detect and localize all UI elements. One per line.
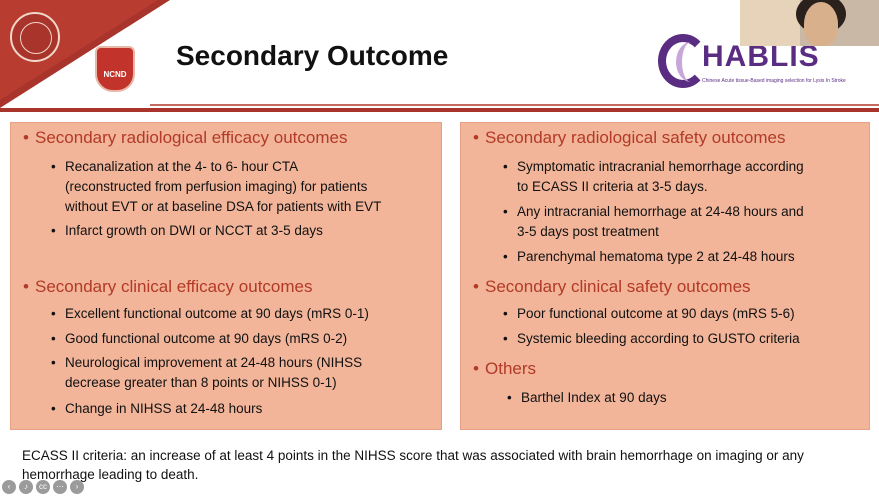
outcome-item-line: Infarct growth on DWI or NCCT at 3-5 day… xyxy=(65,223,323,238)
outcome-item: • Change in NIHSS at 24-48 hours xyxy=(51,399,263,419)
outcome-item-line: Systemic bleeding according to GUSTO cri… xyxy=(517,331,800,346)
logo-tagline: Chinese Acute tissue-Based imaging selec… xyxy=(702,78,846,84)
section-heading-text: Secondary clinical safety outcomes xyxy=(485,277,751,296)
outcome-item-line: Excellent functional outcome at 90 days … xyxy=(65,306,369,321)
item-bullet-icon: • xyxy=(503,159,508,174)
player-controls: ‹ ♪ cc ⋯ › xyxy=(2,478,87,494)
outcome-item-line: 3-5 days post treatment xyxy=(517,224,659,239)
item-bullet-icon: • xyxy=(503,306,508,321)
left-outcomes-panel: • Secondary radiological efficacy outcome… xyxy=(10,122,442,430)
outcome-item-line: Any intracranial hemorrhage at 24-48 hou… xyxy=(517,204,804,219)
volume-icon[interactable]: ♪ xyxy=(19,479,33,494)
section-heading: • Secondary radiological safety outcomes xyxy=(473,128,786,148)
back-icon[interactable]: ‹ xyxy=(2,479,16,494)
item-bullet-icon: • xyxy=(51,401,56,416)
section-heading: • Others xyxy=(473,359,536,379)
ncnd-logo-text: NCND xyxy=(103,70,127,79)
section-heading-text: Secondary radiological safety outcomes xyxy=(485,128,786,147)
outcome-item: • Any intracranial hemorrhage at 24-48 ho… xyxy=(503,202,804,242)
outcome-item: • Barthel Index at 90 days xyxy=(507,388,667,408)
outcome-item-line: decrease greater than 8 points or NIHSS … xyxy=(65,375,337,390)
item-bullet-icon: • xyxy=(51,331,56,346)
heading-bullet-icon: • xyxy=(473,128,479,147)
outcome-item-line: Parenchymal hematoma type 2 at 24-48 hou… xyxy=(517,249,795,264)
section-heading-text: Secondary radiological efficacy outcomes xyxy=(35,128,348,147)
section-heading: • Secondary radiological efficacy outcome… xyxy=(23,128,347,148)
section-heading: • Secondary clinical efficacy outcomes xyxy=(23,277,313,297)
logo-c-inner-icon xyxy=(676,42,706,82)
section-heading-text: Others xyxy=(485,359,537,378)
outcome-item-line: Barthel Index at 90 days xyxy=(521,390,667,405)
item-bullet-icon: • xyxy=(503,331,508,346)
outcome-item: • Good functional outcome at 90 days (mRS… xyxy=(51,329,348,349)
item-bullet-icon: • xyxy=(507,390,512,405)
outcome-item-line: Poor functional outcome at 90 days (mRS … xyxy=(517,306,795,321)
item-bullet-icon: • xyxy=(51,355,56,370)
outcome-item-line: Recanalization at the 4- to 6- hour CTA xyxy=(65,159,299,174)
outcome-item-line: to ECASS II criteria at 3-5 days. xyxy=(517,179,708,194)
outcome-item-line: Change in NIHSS at 24-48 hours xyxy=(65,401,263,416)
heading-bullet-icon: • xyxy=(23,128,29,147)
right-outcomes-panel: • Secondary radiological safety outcomes •… xyxy=(460,122,870,430)
heading-bullet-icon: • xyxy=(473,277,479,296)
outcome-item: • Systemic bleeding according to GUSTO cr… xyxy=(503,329,800,349)
outcome-item: • Poor functional outcome at 90 days (mRS… xyxy=(503,304,795,324)
heading-bullet-icon: • xyxy=(473,359,479,378)
outcome-item-line: Symptomatic intracranial hemorrhage acco… xyxy=(517,159,804,174)
header-divider xyxy=(0,108,879,112)
section-heading: • Secondary clinical safety outcomes xyxy=(473,277,751,297)
outcome-item-line: (reconstructed from perfusion imaging) f… xyxy=(65,179,368,194)
outcome-item: • Parenchymal hematoma type 2 at 24-48 ho… xyxy=(503,247,795,267)
outcome-item-line: Neurological improvement at 24-48 hours … xyxy=(65,355,363,370)
more-icon[interactable]: ⋯ xyxy=(53,479,67,494)
item-bullet-icon: • xyxy=(503,249,508,264)
slide-title: Secondary Outcome xyxy=(176,40,449,71)
captions-icon[interactable]: cc xyxy=(36,479,50,494)
speaker-face xyxy=(804,2,838,46)
university-seal-logo xyxy=(10,12,60,62)
speaker-video-thumbnail[interactable] xyxy=(740,0,879,46)
ncnd-logo: NCND xyxy=(95,46,135,98)
outcome-item: • Neurological improvement at 24-48 hours… xyxy=(51,353,363,393)
item-bullet-icon: • xyxy=(51,306,56,321)
outcome-item: • Recanalization at the 4- to 6- hour CTA… xyxy=(51,157,382,217)
outcome-item: • Excellent functional outcome at 90 days… xyxy=(51,304,369,324)
header-thin-line xyxy=(150,104,879,106)
heading-bullet-icon: • xyxy=(23,277,29,296)
item-bullet-icon: • xyxy=(51,159,56,174)
outcome-item-line: Good functional outcome at 90 days (mRS … xyxy=(65,331,348,346)
ecass-footnote: ECASS II criteria: an increase of at lea… xyxy=(22,448,804,482)
video-background xyxy=(740,0,800,46)
outcome-item: • Infarct growth on DWI or NCCT at 3-5 da… xyxy=(51,221,323,241)
outcome-item: • Symptomatic intracranial hemorrhage acc… xyxy=(503,157,804,197)
logo-c-mark-icon xyxy=(658,34,708,88)
item-bullet-icon: • xyxy=(503,204,508,219)
ncnd-shield-icon xyxy=(95,46,135,92)
outcome-item-line: without EVT or at baseline DSA for patie… xyxy=(65,199,382,214)
forward-icon[interactable]: › xyxy=(70,479,84,494)
section-heading-text: Secondary clinical efficacy outcomes xyxy=(35,277,313,296)
item-bullet-icon: • xyxy=(51,223,56,238)
